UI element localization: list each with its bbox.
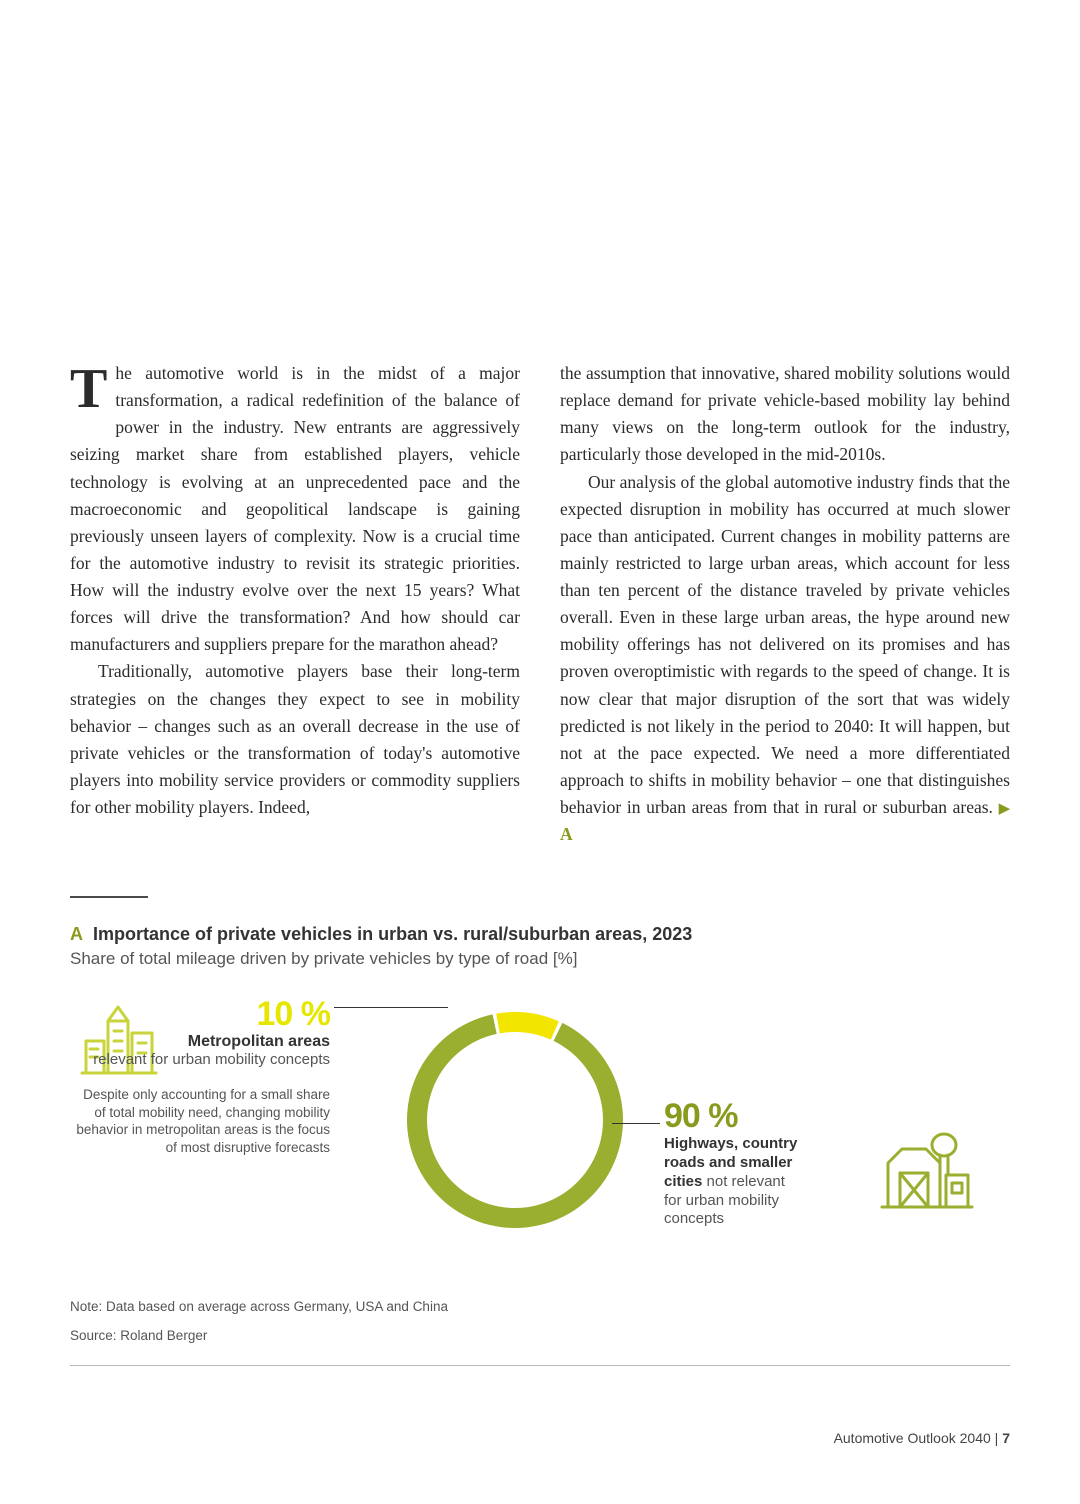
col1-p2: Traditionally, automotive players base t… xyxy=(70,658,520,821)
column-right: the assumption that innovative, shared m… xyxy=(560,360,1010,848)
page-footer: Automotive Outlook 2040 | 7 xyxy=(834,1430,1010,1446)
metro-desc: Despite only accounting for a small shar… xyxy=(70,1086,330,1156)
footer-doc: Automotive Outlook 2040 xyxy=(834,1430,991,1446)
chart-note: Note: Data based on average across Germa… xyxy=(70,1299,1010,1314)
donut-segment xyxy=(496,1012,559,1040)
col2-p2: Our analysis of the global automotive in… xyxy=(560,469,1010,849)
col1-p1: he automotive world is in the midst of a… xyxy=(70,363,520,654)
chart-right-labels: 90 % Highways, country roads and smaller… xyxy=(664,1099,864,1229)
section-divider xyxy=(70,896,148,898)
metro-sub: relevant for urban mobility concepts xyxy=(70,1051,330,1070)
leader-line-right xyxy=(612,1123,660,1124)
chart-section: A Importance of private vehicles in urba… xyxy=(70,896,1010,969)
chart-title: A Importance of private vehicles in urba… xyxy=(70,924,1010,945)
ref-triangle-icon: ▶ xyxy=(999,801,1010,817)
donut-segment xyxy=(407,1015,623,1229)
chart-left-labels: 10 % Metropolitan areas relevant for urb… xyxy=(70,997,330,1156)
col2-p2-text: Our analysis of the global automotive in… xyxy=(560,472,1010,818)
chart-title-text: Importance of private vehicles in urban … xyxy=(93,924,692,944)
metro-pct: 10 % xyxy=(70,997,330,1031)
footer-sep: | xyxy=(991,1430,1002,1446)
footer-page: 7 xyxy=(1002,1430,1010,1446)
rural-sub: for urban mobility concepts xyxy=(664,1192,864,1230)
barn-icon xyxy=(880,1127,976,1223)
dropcap: T xyxy=(70,360,115,414)
body-columns: T he automotive world is in the midst of… xyxy=(70,360,1010,848)
chart-label-a: A xyxy=(70,924,83,944)
chart-source: Source: Roland Berger xyxy=(70,1328,1010,1343)
chart-body: 10 % Metropolitan areas relevant for urb… xyxy=(70,997,1010,1297)
rural-title: Highways, country roads and smaller citi… xyxy=(664,1135,864,1191)
metro-title: Metropolitan areas xyxy=(70,1033,330,1051)
footer-rule xyxy=(70,1365,1010,1366)
chart-subtitle: Share of total mileage driven by private… xyxy=(70,949,1010,969)
donut-chart xyxy=(400,1005,630,1240)
column-left: T he automotive world is in the midst of… xyxy=(70,360,520,848)
rural-pct: 90 % xyxy=(664,1099,864,1133)
ref-label-a: A xyxy=(560,824,573,844)
col2-p1: the assumption that innovative, shared m… xyxy=(560,360,1010,469)
